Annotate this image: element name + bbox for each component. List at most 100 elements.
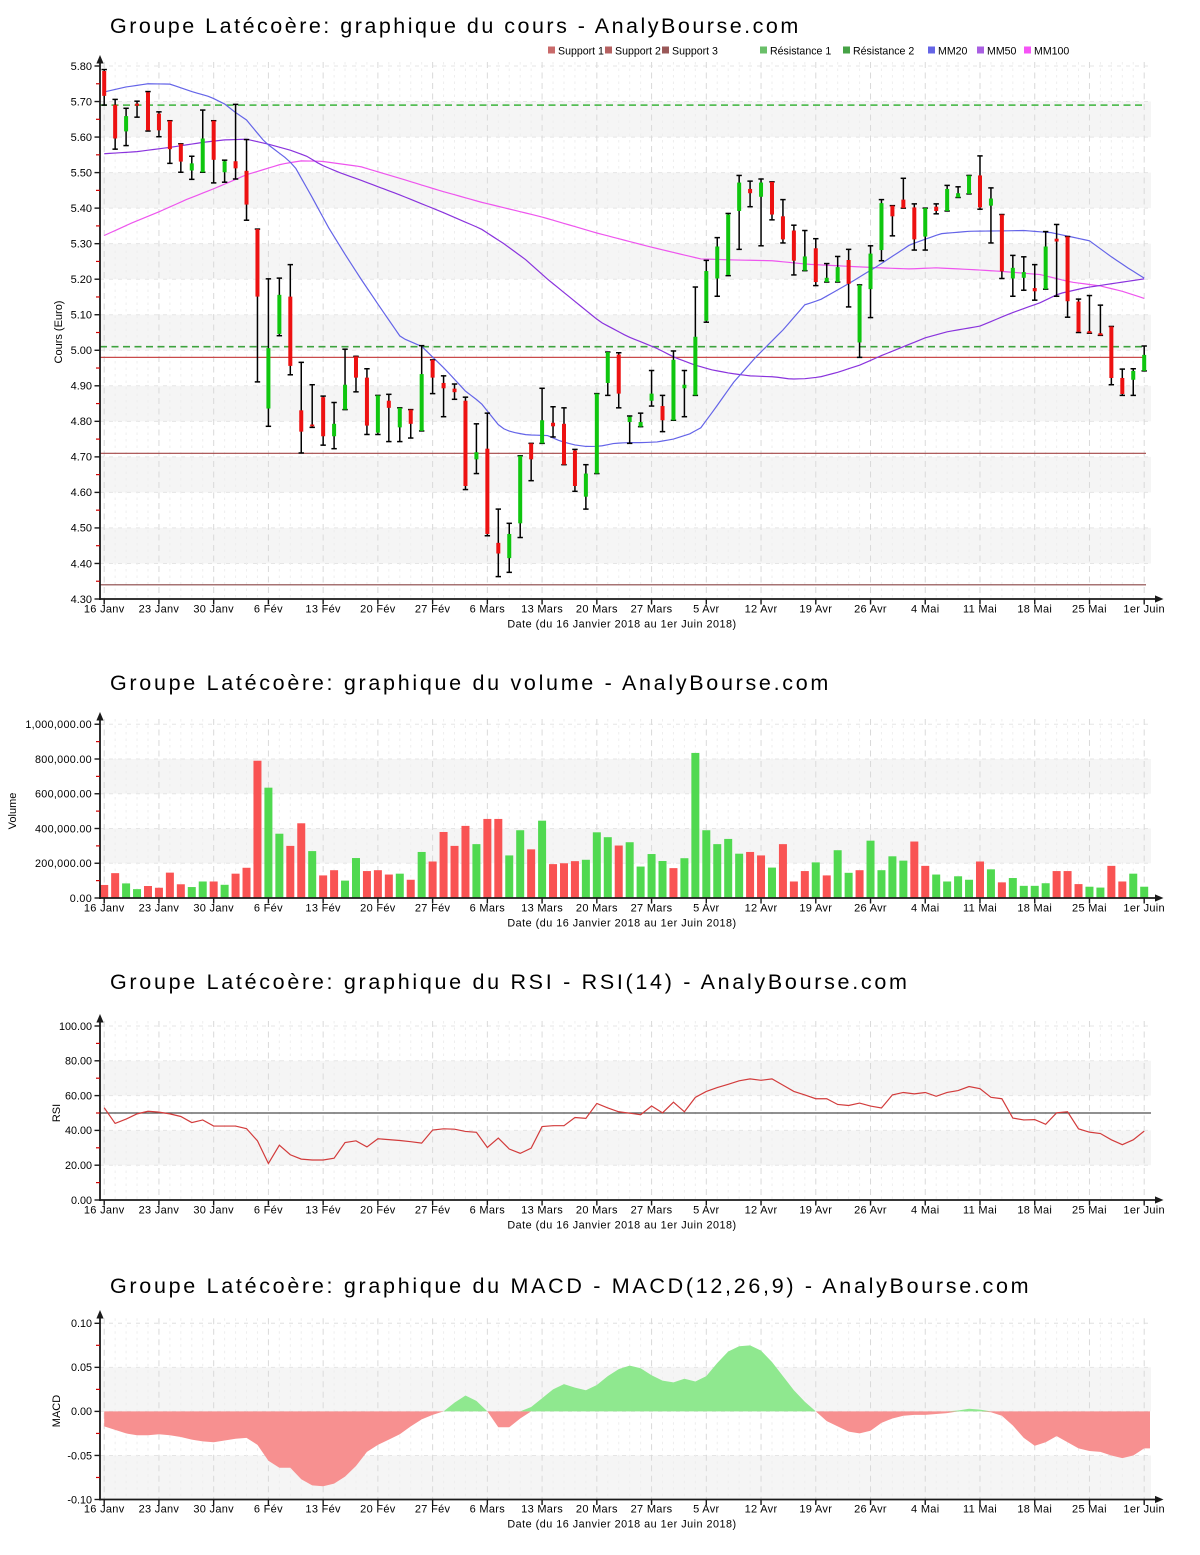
svg-text:12 Avr: 12 Avr xyxy=(745,903,778,915)
svg-text:4 Mai: 4 Mai xyxy=(911,903,939,915)
svg-text:4 Mai: 4 Mai xyxy=(911,604,939,616)
svg-text:1er Juin: 1er Juin xyxy=(1123,1205,1165,1217)
svg-text:13 Mars: 13 Mars xyxy=(521,604,563,616)
svg-text:4.40: 4.40 xyxy=(71,558,92,570)
svg-text:-0.05: -0.05 xyxy=(67,1450,92,1462)
svg-text:18 Mai: 18 Mai xyxy=(1017,903,1052,915)
svg-text:26 Avr: 26 Avr xyxy=(854,903,887,915)
svg-text:4.50: 4.50 xyxy=(71,523,92,535)
svg-text:20.00: 20.00 xyxy=(65,1160,92,1172)
svg-text:20 Mars: 20 Mars xyxy=(576,1205,618,1217)
svg-text:6 Mars: 6 Mars xyxy=(470,1205,506,1217)
svg-text:RSI: RSI xyxy=(51,1104,63,1122)
svg-text:Support 2: Support 2 xyxy=(615,46,661,58)
svg-text:25 Mai: 25 Mai xyxy=(1072,1504,1107,1516)
svg-text:18 Mai: 18 Mai xyxy=(1017,604,1052,616)
svg-text:200,000.00: 200,000.00 xyxy=(35,858,92,870)
svg-text:18 Mai: 18 Mai xyxy=(1017,1504,1052,1516)
svg-text:5.60: 5.60 xyxy=(71,132,92,144)
svg-text:11 Mai: 11 Mai xyxy=(963,1504,997,1516)
svg-text:40.00: 40.00 xyxy=(65,1125,92,1137)
svg-text:MM20: MM20 xyxy=(938,46,968,58)
svg-text:5 Avr: 5 Avr xyxy=(693,903,719,915)
svg-text:0.00: 0.00 xyxy=(71,1195,92,1207)
svg-text:18 Mai: 18 Mai xyxy=(1017,1205,1052,1217)
svg-text:0.10: 0.10 xyxy=(71,1318,92,1330)
svg-text:12 Avr: 12 Avr xyxy=(745,1205,778,1217)
svg-text:Date (du 16 Janvier 2018 au 1e: Date (du 16 Janvier 2018 au 1er Juin 201… xyxy=(507,918,736,930)
svg-text:Volume: Volume xyxy=(7,793,19,830)
svg-text:Support 1: Support 1 xyxy=(558,46,604,58)
svg-text:16 Janv: 16 Janv xyxy=(84,604,125,616)
svg-text:5.20: 5.20 xyxy=(71,274,92,286)
svg-text:27 Mars: 27 Mars xyxy=(631,1504,673,1516)
svg-text:MM100: MM100 xyxy=(1034,46,1069,58)
svg-text:5.80: 5.80 xyxy=(71,61,92,73)
svg-text:12 Avr: 12 Avr xyxy=(745,604,778,616)
svg-text:23 Janv: 23 Janv xyxy=(139,1205,180,1217)
svg-text:5 Avr: 5 Avr xyxy=(693,1504,719,1516)
svg-text:5.40: 5.40 xyxy=(71,203,92,215)
svg-text:20 Fév: 20 Fév xyxy=(360,604,396,616)
svg-text:19 Avr: 19 Avr xyxy=(799,1205,832,1217)
svg-text:6 Fév: 6 Fév xyxy=(254,903,283,915)
svg-text:Groupe Latécoère: graphique du: Groupe Latécoère: graphique du volume - … xyxy=(110,671,831,695)
svg-text:4.80: 4.80 xyxy=(71,416,92,428)
svg-text:13 Fév: 13 Fév xyxy=(305,1205,341,1217)
svg-text:25 Mai: 25 Mai xyxy=(1072,604,1107,616)
svg-text:20 Fév: 20 Fév xyxy=(360,1504,396,1516)
svg-text:4.60: 4.60 xyxy=(71,487,92,499)
svg-text:6 Fév: 6 Fév xyxy=(254,1205,283,1217)
svg-text:5.70: 5.70 xyxy=(71,96,92,108)
svg-text:1,000,000.00: 1,000,000.00 xyxy=(25,719,92,731)
svg-text:4 Mai: 4 Mai xyxy=(911,1205,939,1217)
svg-text:5 Avr: 5 Avr xyxy=(693,604,719,616)
svg-text:23 Janv: 23 Janv xyxy=(139,903,180,915)
svg-text:Date (du 16 Janvier 2018 au 1e: Date (du 16 Janvier 2018 au 1er Juin 201… xyxy=(507,1519,736,1531)
svg-text:20 Mars: 20 Mars xyxy=(576,1504,618,1516)
svg-text:Groupe Latécoère: graphique du: Groupe Latécoère: graphique du MACD - MA… xyxy=(110,1274,1031,1298)
svg-text:16 Janv: 16 Janv xyxy=(84,903,125,915)
svg-text:13 Fév: 13 Fév xyxy=(305,1504,341,1516)
svg-text:Date (du 16 Janvier 2018 au 1e: Date (du 16 Janvier 2018 au 1er Juin 201… xyxy=(507,619,736,631)
svg-text:Résistance 1: Résistance 1 xyxy=(770,46,831,58)
svg-text:4.30: 4.30 xyxy=(71,594,92,606)
svg-text:26 Avr: 26 Avr xyxy=(854,1205,887,1217)
svg-text:0.00: 0.00 xyxy=(71,1406,92,1418)
svg-text:Date (du 16 Janvier 2018 au 1e: Date (du 16 Janvier 2018 au 1er Juin 201… xyxy=(507,1220,736,1232)
svg-text:5.30: 5.30 xyxy=(71,238,92,250)
svg-text:23 Janv: 23 Janv xyxy=(139,1504,180,1516)
svg-text:6 Mars: 6 Mars xyxy=(470,604,506,616)
svg-text:Support 3: Support 3 xyxy=(672,46,718,58)
svg-text:60.00: 60.00 xyxy=(65,1090,92,1102)
svg-text:Cours (Euro): Cours (Euro) xyxy=(53,301,65,364)
svg-text:MM50: MM50 xyxy=(987,46,1017,58)
svg-text:11 Mai: 11 Mai xyxy=(963,903,997,915)
svg-text:25 Mai: 25 Mai xyxy=(1072,1205,1107,1217)
svg-text:Résistance 2: Résistance 2 xyxy=(853,46,914,58)
svg-text:26 Avr: 26 Avr xyxy=(854,604,887,616)
svg-text:13 Mars: 13 Mars xyxy=(521,903,563,915)
svg-text:0.05: 0.05 xyxy=(71,1362,92,1374)
svg-text:5 Avr: 5 Avr xyxy=(693,1205,719,1217)
svg-text:19 Avr: 19 Avr xyxy=(799,903,832,915)
svg-text:800,000.00: 800,000.00 xyxy=(35,754,92,766)
svg-text:27 Fév: 27 Fév xyxy=(415,1504,451,1516)
svg-text:27 Fév: 27 Fév xyxy=(415,604,451,616)
svg-text:20 Fév: 20 Fév xyxy=(360,1205,396,1217)
svg-text:27 Mars: 27 Mars xyxy=(631,903,673,915)
svg-text:6 Mars: 6 Mars xyxy=(470,903,506,915)
svg-text:600,000.00: 600,000.00 xyxy=(35,789,92,801)
svg-text:16 Janv: 16 Janv xyxy=(84,1504,125,1516)
svg-text:30 Janv: 30 Janv xyxy=(193,1205,234,1217)
svg-text:25 Mai: 25 Mai xyxy=(1072,903,1107,915)
svg-text:400,000.00: 400,000.00 xyxy=(35,823,92,835)
svg-text:11 Mai: 11 Mai xyxy=(963,604,997,616)
svg-text:6 Mars: 6 Mars xyxy=(470,1504,506,1516)
svg-text:Groupe Latécoère: graphique du: Groupe Latécoère: graphique du RSI - RSI… xyxy=(110,970,910,994)
svg-text:0.00: 0.00 xyxy=(70,893,92,905)
svg-text:80.00: 80.00 xyxy=(65,1056,92,1068)
svg-text:20 Mars: 20 Mars xyxy=(576,604,618,616)
svg-text:16 Janv: 16 Janv xyxy=(84,1205,125,1217)
svg-text:11 Mai: 11 Mai xyxy=(963,1205,997,1217)
